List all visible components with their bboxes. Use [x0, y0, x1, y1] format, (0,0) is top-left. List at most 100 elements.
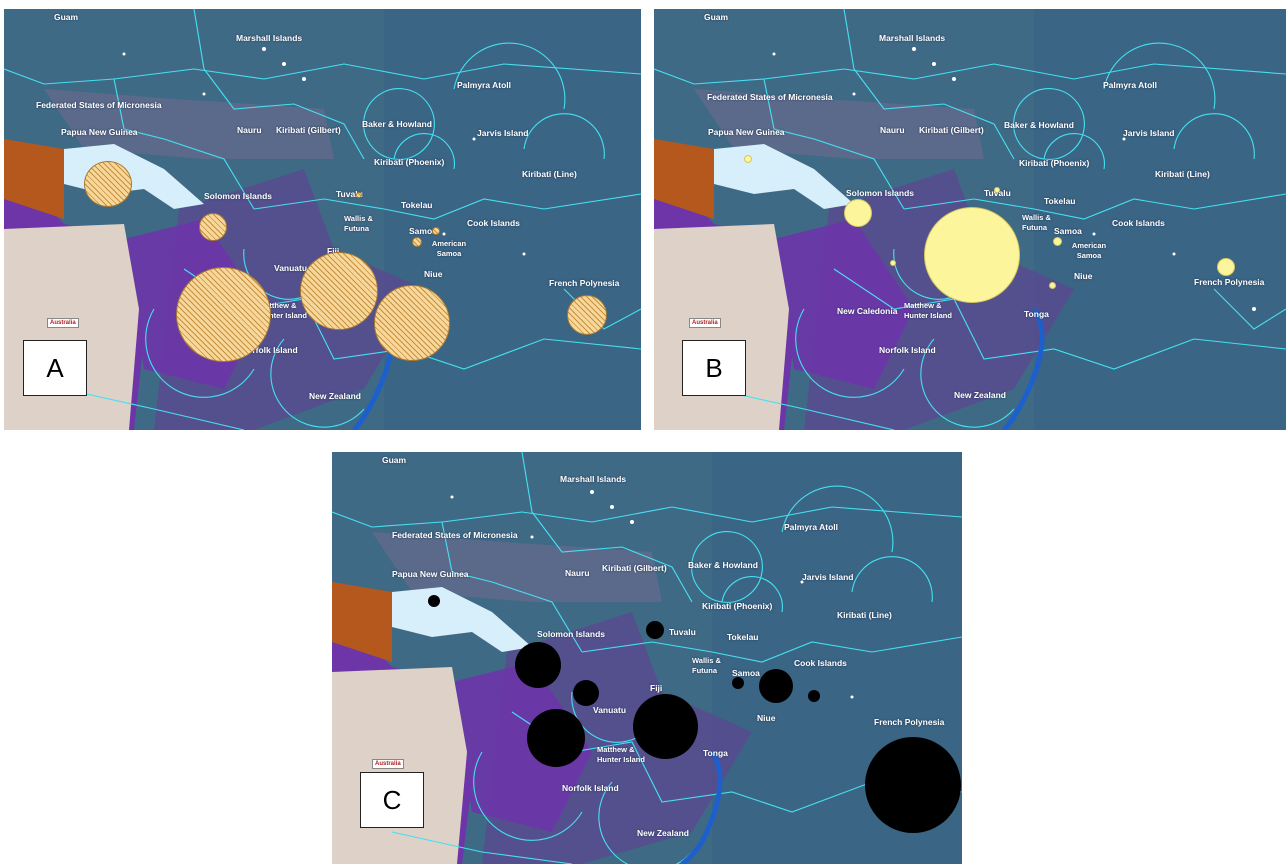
bubble-french-polynesia [567, 295, 607, 335]
label-solomon: Solomon Islands [537, 629, 606, 639]
label-tonga: Tonga [1024, 309, 1049, 319]
label-kiribati-phoenix: Kiribati (Phoenix) [702, 601, 773, 611]
label-kiribati-line: Kiribati (Line) [522, 169, 577, 179]
label-french-polynesia: French Polynesia [549, 278, 620, 288]
label-matthew-hunter: Matthew & Hunter Island [597, 745, 645, 764]
label-french-polynesia: French Polynesia [1194, 277, 1265, 287]
label-tonga: Tonga [703, 748, 728, 758]
map-panel-c: Guam Marshall Islands Federated States o… [332, 452, 962, 864]
bubble-tuvalu [994, 187, 1000, 193]
label-jarvis: Jarvis Island [802, 572, 854, 582]
label-baker-howland: Baker & Howland [688, 560, 758, 570]
label-australia: Australia [372, 759, 404, 769]
label-american-samoa: American Samoa [1071, 241, 1107, 260]
label-png: Papua New Guinea [61, 127, 138, 137]
panel-letter-c: C [360, 772, 424, 828]
label-solomon: Solomon Islands [846, 188, 915, 198]
bubble-new-caledonia [527, 709, 585, 767]
bubble-fiji [300, 252, 378, 330]
panel-letter-a: A [23, 340, 87, 396]
bubble-png [428, 595, 440, 607]
label-nauru: Nauru [237, 125, 262, 135]
label-fsm: Federated States of Micronesia [392, 530, 518, 540]
bubble-cook-south [759, 669, 793, 703]
bubble-samoa [732, 677, 744, 689]
label-vanuatu: Vanuatu [593, 705, 627, 715]
label-vanuatu: Vanuatu [274, 263, 308, 273]
label-niue: Niue [1074, 271, 1093, 281]
label-palmyra: Palmyra Atoll [784, 522, 839, 532]
label-matthew-hunter: Matthew & Hunter Island [904, 301, 952, 320]
label-niue: Niue [757, 713, 776, 723]
bubble-samoa [1053, 237, 1062, 246]
label-kiribati-line: Kiribati (Line) [1155, 169, 1210, 179]
label-tuvalu: Tuvalu [336, 189, 363, 199]
label-palmyra: Palmyra Atoll [1103, 80, 1158, 90]
label-tokelau: Tokelau [401, 200, 433, 210]
label-niue: Niue [424, 269, 443, 279]
label-nauru: Nauru [565, 568, 590, 578]
bubble-vanuatu [890, 260, 896, 266]
bubble-tonga [374, 285, 450, 361]
bubble-fiji [633, 694, 698, 759]
label-wallis: Wallis & Futuna [344, 214, 373, 233]
label-kiribati-gilbert: Kiribati (Gilbert) [602, 563, 667, 573]
label-kiribati-line: Kiribati (Line) [837, 610, 892, 620]
label-norfolk: Norfolk Island [241, 345, 298, 355]
label-wallis: Wallis & Futuna [692, 656, 721, 675]
label-kiribati-phoenix: Kiribati (Phoenix) [1019, 158, 1090, 168]
label-samoa: Samoa [409, 226, 437, 236]
label-tokelau: Tokelau [1044, 196, 1076, 206]
label-marshall-islands: Marshall Islands [560, 474, 627, 484]
label-fiji: Fiji [327, 246, 340, 256]
label-matthew-hunter: Matthew & Hunter Island [259, 301, 307, 320]
bubble-tuvalu [356, 192, 362, 198]
label-png: Papua New Guinea [392, 569, 469, 579]
label-wallis: Wallis & Futuna [1022, 213, 1051, 232]
map-panel-a: Guam Marshall Islands Federated States o… [4, 9, 641, 430]
bubble-tuvalu [646, 621, 664, 639]
label-samoa: Samoa [1054, 226, 1082, 236]
panel-letter-b: B [682, 340, 746, 396]
label-guam: Guam [54, 12, 79, 22]
label-tuvalu: Tuvalu [669, 627, 696, 637]
label-png: Papua New Guinea [708, 127, 785, 137]
label-new-zealand: New Zealand [954, 390, 1006, 400]
bubble-french-polynesia [1217, 258, 1235, 276]
bubble-png [744, 155, 752, 163]
label-palmyra: Palmyra Atoll [457, 80, 512, 90]
label-american-samoa: American Samoa [431, 239, 467, 258]
label-tuvalu: Tuvalu [984, 188, 1011, 198]
label-new-zealand: New Zealand [309, 391, 361, 401]
bubble-tonga [1049, 282, 1056, 289]
label-marshall-islands: Marshall Islands [236, 33, 303, 43]
map-base-c [332, 452, 962, 864]
label-kiribati-phoenix: Kiribati (Phoenix) [374, 157, 445, 167]
label-cook: Cook Islands [1112, 218, 1165, 228]
bubble-solomon [199, 213, 227, 241]
label-cook: Cook Islands [467, 218, 520, 228]
label-tokelau: Tokelau [727, 632, 759, 642]
label-marshall-islands: Marshall Islands [879, 33, 946, 43]
label-jarvis: Jarvis Island [1123, 128, 1175, 138]
label-solomon: Solomon Islands [204, 191, 273, 201]
label-kiribati-gilbert: Kiribati (Gilbert) [919, 125, 984, 135]
label-new-caledonia: New Caledonia [837, 306, 898, 316]
map-base-a [4, 9, 641, 430]
bubble-vanuatu [573, 680, 599, 706]
label-baker-howland: Baker & Howland [1004, 120, 1074, 130]
label-french-polynesia: French Polynesia [874, 717, 945, 727]
bubble-fiji [924, 207, 1020, 303]
bubble-cook-north [808, 690, 820, 702]
label-baker-howland: Baker & Howland [362, 119, 432, 129]
label-nauru: Nauru [880, 125, 905, 135]
bubble-solomon [515, 642, 561, 688]
bubble-samoa [412, 237, 422, 247]
label-new-zealand: New Zealand [637, 828, 689, 838]
bubble-png [84, 161, 132, 207]
bubble-new-caledonia [176, 267, 271, 362]
label-norfolk: Norfolk Island [562, 783, 619, 793]
label-guam: Guam [382, 455, 407, 465]
label-samoa: Samoa [732, 668, 760, 678]
label-cook: Cook Islands [794, 658, 847, 668]
